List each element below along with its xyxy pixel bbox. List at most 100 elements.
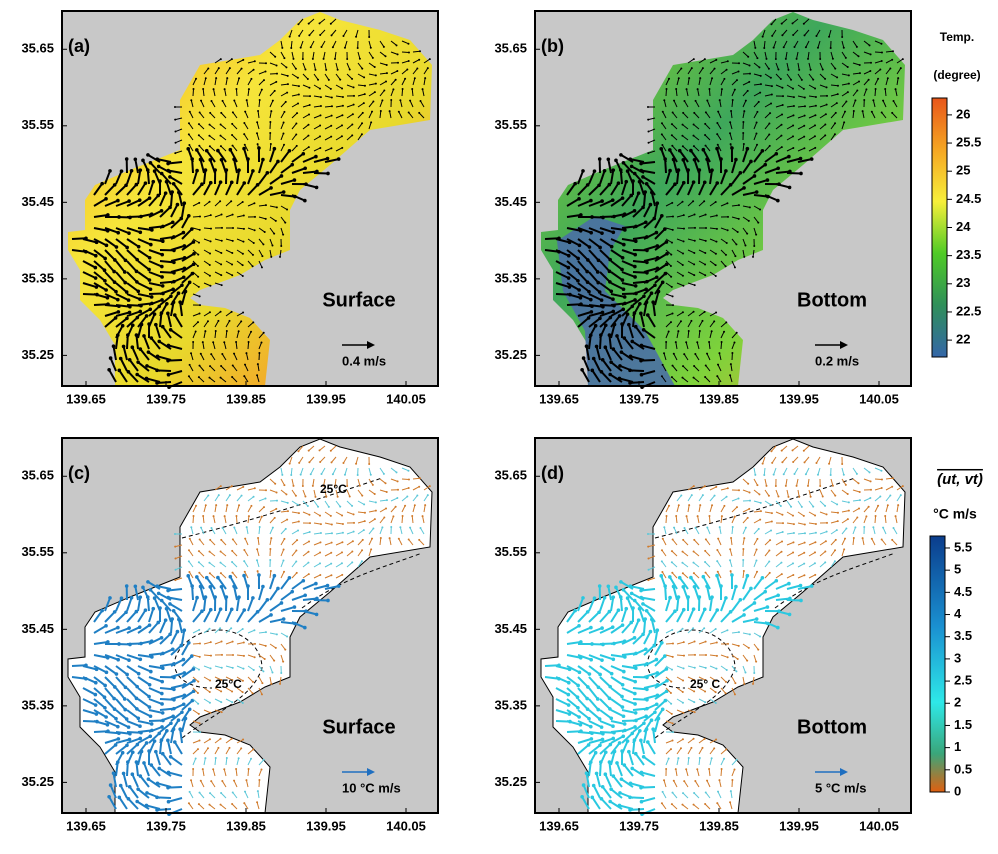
flow-arrow-head	[661, 133, 663, 135]
flow-arrow-head	[673, 780, 675, 782]
flow-arrow-head	[743, 537, 745, 539]
flow-arrow	[402, 52, 409, 53]
flow-arrow-head	[708, 515, 710, 517]
flow-arrow-head	[633, 702, 637, 706]
flow-arrow-head	[319, 34, 321, 36]
flow-arrow	[204, 655, 211, 656]
flow-arrow-head	[210, 100, 212, 102]
flow-arrow-head	[418, 486, 420, 488]
flow-arrow-head	[221, 284, 223, 286]
flow-arrow-head	[243, 560, 245, 562]
flow-arrow-head	[749, 160, 753, 164]
flow-arrow-head	[726, 629, 728, 631]
flow-arrow-head	[746, 233, 748, 235]
flow-arrow-head	[622, 588, 626, 592]
flow-arrow-head	[715, 201, 717, 203]
flow-arrow-head	[197, 254, 199, 256]
flow-arrow-head	[243, 802, 245, 804]
flow-arrow-head	[727, 60, 729, 62]
flow-arrow-head	[622, 670, 626, 674]
flow-arrow-head	[319, 88, 321, 90]
flow-arrow-head	[188, 144, 190, 146]
flow-arrow-head	[576, 279, 580, 283]
flow-arrow-head	[103, 684, 107, 688]
flow-arrow-head	[672, 656, 674, 658]
flow-arrow-head	[385, 55, 387, 57]
flow-arrow-head	[683, 667, 685, 669]
flow-arrow-head	[639, 312, 643, 316]
flow-arrow-head	[221, 214, 223, 216]
flow-arrow-head	[275, 508, 277, 510]
flow-arrow-head	[254, 643, 256, 645]
flow-arrow-head	[682, 181, 686, 185]
flow-arrow-head	[682, 702, 684, 704]
flow-arrow-head	[168, 175, 172, 179]
flow-arrow	[630, 370, 644, 371]
flow-arrow-head	[798, 496, 800, 498]
flow-arrow-head	[173, 740, 177, 744]
flow-arrow-head	[174, 533, 176, 535]
flow-arrow-head	[647, 131, 649, 133]
flow-arrow-head	[200, 100, 202, 102]
flow-arrow-head	[681, 135, 683, 137]
flow-arrow-head	[195, 505, 197, 507]
flow-arrow-head	[116, 760, 120, 764]
flow-arrow	[666, 516, 667, 523]
flow-arrow-head	[411, 515, 413, 517]
flow-arrow-head	[715, 241, 717, 243]
flow-arrow-head	[225, 168, 229, 172]
flow-arrow-head	[136, 716, 140, 720]
colorbar-tick-label: 0.5	[954, 761, 972, 776]
flow-arrow-head	[694, 353, 696, 355]
flow-arrow-head	[705, 364, 707, 366]
flow-arrow-head	[243, 228, 245, 230]
flow-arrow-head	[803, 125, 805, 127]
flow-arrow-head	[650, 191, 654, 195]
flow-arrow-head	[265, 631, 267, 633]
flow-arrow-head	[418, 539, 420, 541]
flow-arrow-head	[732, 526, 734, 528]
flow-arrow-head	[221, 227, 223, 229]
flow-arrow-head	[826, 95, 828, 97]
flow-arrow-head	[269, 186, 273, 190]
flow-arrow-head	[232, 667, 234, 669]
flow-arrow-head	[344, 47, 346, 49]
flow-arrow-head	[220, 311, 222, 313]
flow-arrow-head	[589, 760, 593, 764]
flow-arrow-head	[276, 206, 278, 208]
page: {"chart_data": [ {"type": "vector-map", …	[0, 0, 998, 854]
flow-arrow-head	[235, 341, 237, 343]
flow-arrow-head	[385, 507, 387, 509]
flow-arrow-head	[567, 266, 571, 270]
flow-arrow-head	[209, 712, 211, 714]
flow-arrow-head	[749, 206, 751, 208]
flow-arrow-head	[694, 711, 696, 713]
flow-arrow-head	[593, 596, 597, 600]
flow-arrow-head	[705, 158, 709, 162]
flow-arrow-head	[226, 504, 228, 506]
flow-arrow-head	[738, 62, 740, 64]
flow-arrow-head	[756, 571, 758, 573]
flow-arrow-head	[619, 168, 623, 172]
flow-arrow-head	[792, 461, 794, 463]
flow-arrow-head	[148, 278, 152, 282]
flow-arrow-head	[189, 538, 191, 540]
flow-arrow-head	[670, 254, 672, 256]
flow-arrow-head	[100, 182, 104, 186]
flow-arrow-head	[643, 617, 647, 621]
flow-arrow-head	[698, 595, 702, 599]
flow-arrow-head	[317, 79, 319, 81]
flow-arrow-head	[753, 174, 757, 178]
flow-arrow-head	[371, 538, 373, 540]
flow-arrow-head	[598, 673, 602, 677]
colorbar: (ut, vt)°C m/s00.511.522.533.544.555.5	[930, 471, 983, 798]
flow-arrow-head	[693, 124, 695, 126]
flow-arrow-head	[257, 146, 261, 150]
flow-arrow-head	[881, 487, 883, 489]
flow-arrow-head	[319, 461, 321, 463]
flow-arrow-head	[148, 734, 152, 738]
flow-arrow-head	[167, 344, 171, 348]
flow-arrow-head	[422, 88, 424, 90]
flow-arrow-head	[694, 214, 696, 216]
flow-arrow-head	[686, 515, 688, 517]
